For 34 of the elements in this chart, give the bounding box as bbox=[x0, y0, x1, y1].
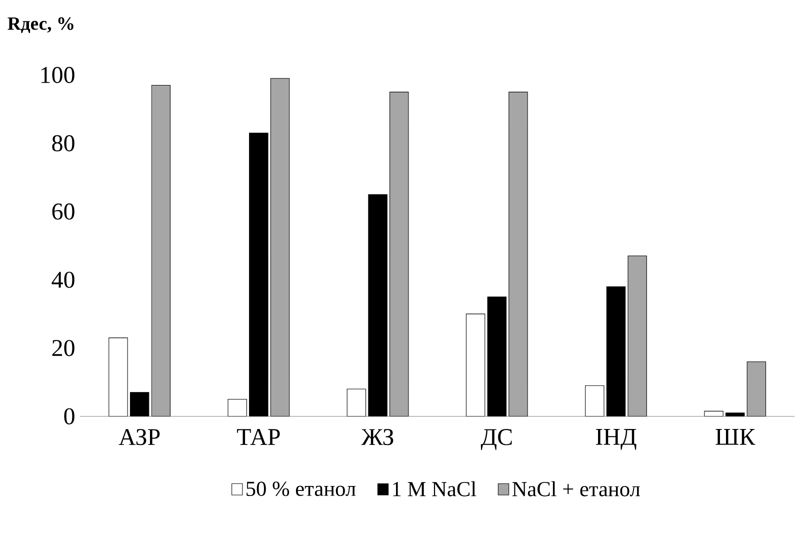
bar bbox=[390, 92, 409, 416]
bar bbox=[487, 296, 506, 416]
y-tick-label: 20 bbox=[52, 340, 74, 356]
y-tick-label: 40 bbox=[52, 272, 74, 288]
bar bbox=[466, 314, 486, 416]
bar bbox=[746, 361, 766, 416]
x-tick-label: ЖЗ bbox=[361, 429, 394, 446]
bar bbox=[346, 388, 366, 416]
legend-label: 1 M NaCl bbox=[393, 481, 476, 496]
legend-label: 50 % етанол bbox=[246, 482, 356, 496]
bar bbox=[606, 286, 626, 416]
y-tick-label: 60 bbox=[52, 203, 74, 220]
x-tick-label: ІНД bbox=[596, 429, 636, 450]
bar bbox=[725, 412, 745, 416]
bar bbox=[628, 256, 647, 416]
bar bbox=[585, 385, 604, 416]
x-tick-label: ШК bbox=[716, 429, 756, 445]
bar bbox=[151, 84, 170, 416]
bar bbox=[249, 132, 268, 416]
chart-title: Rдес, % bbox=[8, 17, 74, 33]
bar bbox=[508, 92, 528, 416]
bar bbox=[108, 338, 128, 416]
x-tick-label: ДС bbox=[480, 429, 512, 450]
bar bbox=[368, 194, 388, 416]
x-tick-label: АЗР bbox=[118, 429, 160, 446]
bar bbox=[130, 392, 150, 416]
legend-label: NaCl + етанол bbox=[512, 481, 640, 496]
x-tick-label: ТАР bbox=[237, 429, 280, 445]
y-tick-label: 100 bbox=[41, 66, 74, 84]
bar bbox=[704, 410, 724, 416]
bar bbox=[228, 398, 247, 416]
bar bbox=[270, 78, 290, 416]
y-tick-label: 80 bbox=[52, 135, 74, 152]
y-tick-label: 0 bbox=[64, 408, 74, 424]
